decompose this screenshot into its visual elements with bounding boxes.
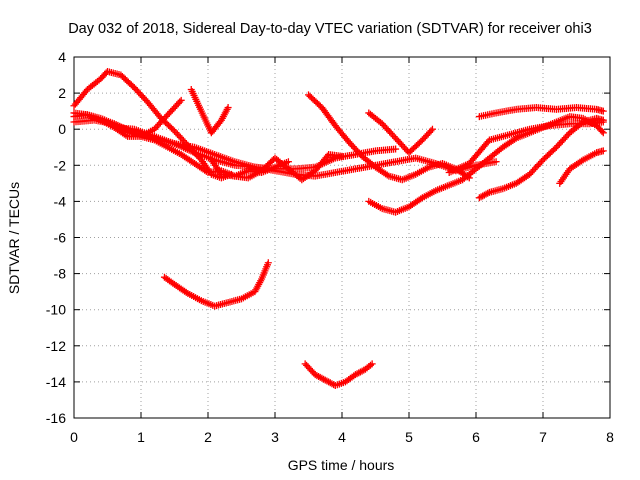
data-point: [492, 158, 500, 166]
x-tick-label: 2: [204, 429, 212, 445]
data-point: [599, 147, 607, 155]
data-point: [427, 127, 435, 135]
series-arc-14: [556, 147, 607, 187]
data-point: [598, 127, 606, 135]
series-arc-16: [301, 360, 376, 390]
data-point: [428, 125, 436, 133]
x-tick-label: 4: [338, 429, 346, 445]
data-point: [417, 195, 425, 203]
y-tick-label: -10: [46, 302, 66, 318]
x-tick-label: 7: [539, 429, 547, 445]
data-point: [599, 107, 607, 115]
series-arc-10: [365, 113, 607, 216]
data-point: [224, 104, 232, 112]
y-tick-labels: -16 -14 -12 -10 -8 -6 -4 -2 0 2 4: [46, 49, 66, 426]
data-point: [511, 135, 519, 143]
series-arc-9: [365, 109, 436, 157]
series-arc-12: [475, 104, 607, 121]
data-point: [323, 152, 331, 160]
y-tick-label: -2: [54, 157, 67, 173]
y-tick-label: 2: [58, 85, 66, 101]
data-point: [578, 157, 586, 165]
y-axis-label: SDTVAR / TECUs: [6, 182, 22, 294]
x-axis-label: GPS time / hours: [288, 457, 395, 473]
x-tick-label: 5: [405, 429, 413, 445]
y-tick-label: -16: [46, 410, 66, 426]
data-point: [599, 116, 607, 124]
x-tick-label: 3: [271, 429, 279, 445]
series-arc-8: [305, 91, 473, 184]
x-tick-label: 0: [70, 429, 78, 445]
data-point: [383, 171, 391, 179]
y-tick-label: 4: [58, 49, 66, 65]
data-point: [264, 259, 272, 267]
axis-ticks: [73, 56, 611, 419]
data-point: [366, 361, 374, 369]
data-point: [182, 288, 190, 296]
y-tick-label: 0: [58, 121, 66, 137]
chart-title: Day 032 of 2018, Sidereal Day-to-day VTE…: [68, 21, 592, 37]
y-tick-label: -8: [54, 266, 67, 282]
y-tick-label: -4: [54, 193, 67, 209]
y-tick-label: -6: [54, 230, 67, 246]
x-tick-labels: 0 1 2 3 4 5 6 7 8: [70, 429, 614, 445]
x-tick-label: 8: [606, 429, 614, 445]
series-arc-6: [187, 85, 232, 137]
data-point: [599, 129, 607, 137]
series-arc-13: [475, 114, 607, 202]
series-arc-7: [207, 150, 346, 184]
series-arc-15: [160, 259, 272, 310]
x-tick-label: 6: [472, 429, 480, 445]
data-point: [484, 189, 492, 197]
y-tick-label: -12: [46, 338, 66, 354]
data-point: [578, 119, 586, 127]
data-point: [368, 360, 376, 368]
y-tick-label: -14: [46, 374, 66, 390]
data-point: [284, 158, 292, 166]
data-point: [392, 145, 400, 153]
data-points: [70, 67, 607, 390]
x-tick-label: 1: [137, 429, 145, 445]
data-point: [176, 98, 184, 106]
data-point: [338, 152, 346, 160]
data-point: [177, 96, 185, 104]
